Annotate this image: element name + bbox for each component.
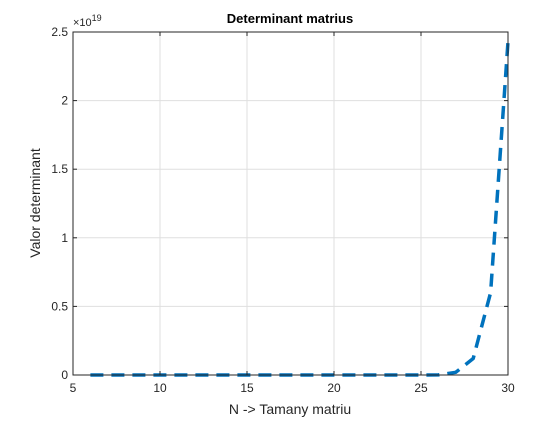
y-exponent-base: ×10 (73, 17, 92, 29)
chart-title: Determinant matrius (227, 11, 353, 26)
x-tick-label: 25 (414, 381, 428, 395)
x-tick-label: 5 (70, 381, 77, 395)
y-tick-label: 2.5 (51, 25, 68, 39)
y-tick-label: 0 (61, 368, 68, 382)
y-exponent-power: 19 (92, 13, 102, 23)
x-axis-label: N -> Tamany matriu (229, 401, 351, 417)
y-exponent-multiplier: ×1019 (73, 13, 102, 29)
y-tick-label: 0.5 (51, 299, 68, 313)
x-tick-label: 30 (501, 381, 515, 395)
y-tick-label: 1 (61, 231, 68, 245)
y-tick-label: 1.5 (51, 162, 68, 176)
plot-frame (72, 31, 509, 376)
plot-area-background (73, 32, 508, 375)
y-tick-label: 2 (61, 94, 68, 108)
x-tick-label: 10 (153, 381, 167, 395)
y-axis-label: Valor determinant (27, 148, 43, 258)
axes: 5 10 15 20 25 30 0 0.5 1 1.5 2 2.5 (51, 25, 515, 395)
x-tick-label: 20 (327, 381, 341, 395)
x-tick-label: 15 (240, 381, 254, 395)
